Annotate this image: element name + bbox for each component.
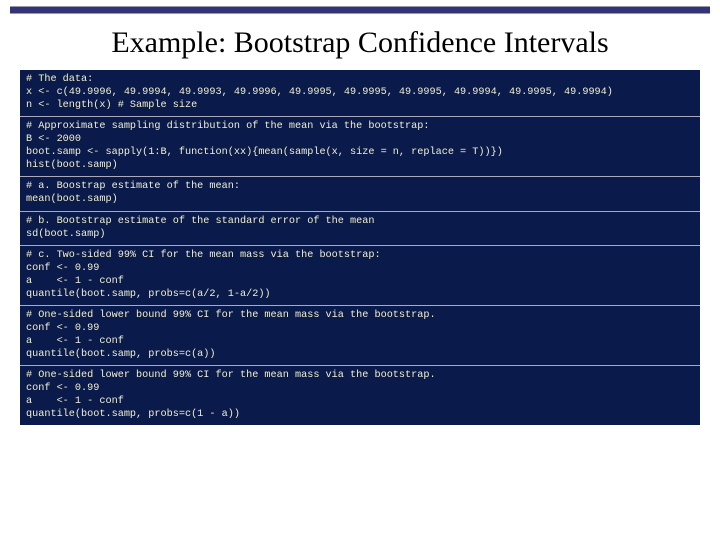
code-block-3: # b. Bootstrap estimate of the standard … xyxy=(20,212,700,247)
code-block-0: # The data: x <- c(49.9996, 49.9994, 49.… xyxy=(20,70,700,117)
code-block-2: # a. Boostrap estimate of the mean: mean… xyxy=(20,177,700,212)
header-bar xyxy=(10,6,710,14)
code-block-4: # c. Two-sided 99% CI for the mean mass … xyxy=(20,246,700,306)
code-block-5: # One-sided lower bound 99% CI for the m… xyxy=(20,306,700,366)
code-container: # The data: x <- c(49.9996, 49.9994, 49.… xyxy=(20,70,700,425)
code-block-1: # Approximate sampling distribution of t… xyxy=(20,117,700,177)
code-block-6: # One-sided lower bound 99% CI for the m… xyxy=(20,366,700,425)
page-title: Example: Bootstrap Confidence Intervals xyxy=(0,26,720,60)
